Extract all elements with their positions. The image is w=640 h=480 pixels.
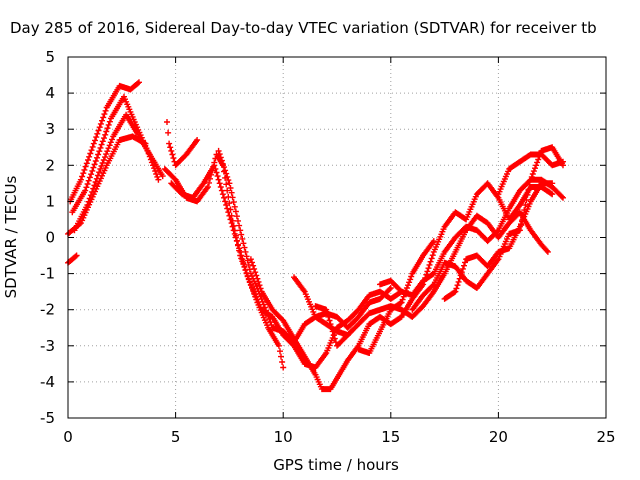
series-markers [168,162,287,371]
y-tick-label: -1 [40,265,55,283]
x-tick-label: 20 [489,428,508,446]
y-tick-label: -2 [40,301,55,319]
data-layer [65,79,566,393]
series-markers [312,303,351,349]
x-tick-label: 25 [596,428,615,446]
x-tick-label: 0 [63,428,73,446]
series-track-6 [164,119,201,169]
series-markers [164,119,201,169]
series-markers [441,180,556,302]
series-markers [377,277,405,295]
series-markers [215,147,551,346]
series-markers [355,238,437,356]
y-tick-label: -3 [40,337,55,355]
y-tick-labels: -5 -4 -3 -2 -1 0 1 2 3 4 5 [40,48,55,427]
y-tick-label: -4 [40,373,55,391]
series-track-10 [247,180,556,393]
grid-lines [68,57,606,418]
y-tick-label: 5 [45,48,55,66]
series-markers [65,252,80,266]
y-tick-label: 0 [45,229,55,247]
series-track-16 [441,180,556,302]
series-track-8 [168,162,287,371]
y-axis-label: SDTVAR / TECUs [2,175,20,298]
chart-title: Day 285 of 2016, Sidereal Day-to-day VTE… [10,19,597,37]
y-tick-label: -5 [40,409,55,427]
axis-ticks [67,56,607,419]
y-tick-label: 2 [45,156,55,174]
series-track-15 [409,144,566,313]
series-track-14 [377,277,405,295]
x-tick-label: 5 [171,428,181,446]
x-tick-labels: 0 5 10 15 20 25 [63,428,615,446]
y-tick-label: 4 [45,84,55,102]
series-track-5 [65,252,80,266]
x-axis-label: GPS time / hours [273,456,399,474]
series-markers [409,144,566,313]
y-tick-label: 3 [45,120,55,138]
series-track-17 [495,151,566,198]
series-track-12 [312,303,351,349]
series-markers [247,180,556,393]
series-track-13 [355,238,437,356]
y-tick-label: 1 [45,192,55,210]
x-tick-label: 15 [381,428,400,446]
series-track-9 [215,147,551,346]
series-markers [495,151,566,198]
x-tick-label: 10 [274,428,293,446]
